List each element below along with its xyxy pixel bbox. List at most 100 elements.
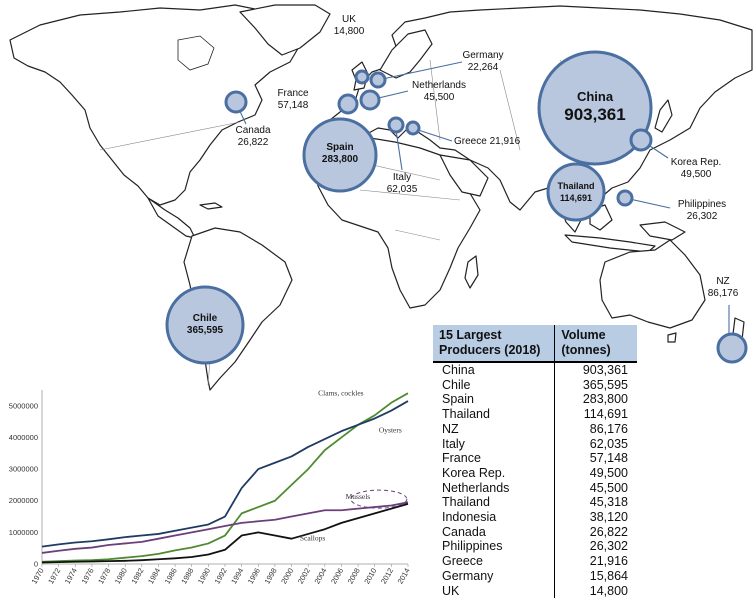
hudson-bay <box>177 35 215 71</box>
label-canada-name: Canada <box>235 125 271 136</box>
mussels-highlight-ellipse <box>350 489 408 509</box>
table-cell-country: Italy <box>442 436 465 451</box>
series-line-mussels <box>41 501 409 554</box>
label-uk-name: UK <box>342 14 356 25</box>
y-tick-label: 0 <box>34 560 38 569</box>
arabian-peninsula <box>439 154 489 197</box>
table-row: Germany 15,864 <box>433 568 637 584</box>
leader-germany <box>377 61 463 81</box>
x-tick-label: 1982 <box>129 567 145 586</box>
label-netherlands-value: 45,500 <box>423 92 455 103</box>
x-tick-label: 1976 <box>80 567 96 586</box>
table-cell-volume: 45,500 <box>554 480 637 496</box>
table-row: Korea Rep. 49,500 <box>433 465 637 481</box>
label-spain-value: 283,800 <box>321 154 359 165</box>
table-cell-country: Indonesia <box>442 510 497 525</box>
label-philippines-value: 26,302 <box>686 211 718 222</box>
label-korea-value: 49,500 <box>680 169 712 180</box>
column-header-producers: 15 Largest Producers (2018) <box>433 325 555 363</box>
table-cell-volume: 365,595 <box>554 377 637 393</box>
x-tick-label: 1978 <box>96 567 112 586</box>
label-chile: Chile 365,595 <box>170 313 240 337</box>
table-cell-country: NZ <box>442 421 459 436</box>
table-row: Thailand 45,318 <box>433 495 637 511</box>
table-cell-volume: 26,822 <box>554 524 637 540</box>
table-body: China 903,361 Chile 365,595 Spain 283,800 Thai… <box>433 362 637 599</box>
x-tick-label: 1970 <box>30 567 46 586</box>
table-cell-country: Philippines <box>442 539 503 554</box>
label-netherlands: Netherlands 45,500 <box>404 80 474 104</box>
table-cell-country: Korea Rep. <box>442 465 506 480</box>
table-cell-volume: 49,500 <box>554 465 637 481</box>
table-row: Netherlands 45,500 <box>433 480 637 496</box>
label-italy-value: 62,035 <box>386 184 418 195</box>
caribbean-islands <box>199 202 223 210</box>
table-row: Thailand 114,691 <box>433 407 637 422</box>
table-header-row: 15 Largest Producers (2018) Volume (tonn… <box>433 325 637 363</box>
table-row: Italy 62,035 <box>433 436 637 452</box>
series-line-clams-cockles <box>41 392 409 563</box>
bubble-nz <box>716 332 748 364</box>
label-nz: NZ 86,176 <box>700 276 746 300</box>
table-cell-country: Germany <box>442 568 494 583</box>
bubble-china <box>537 50 653 166</box>
indonesia-islands <box>564 234 656 253</box>
series-label-clams-cockles: Clams, cockles <box>318 389 363 398</box>
x-tick-label: 1992 <box>213 567 229 586</box>
label-nz-value: 86,176 <box>707 288 739 299</box>
bubble-italy <box>387 116 405 134</box>
table-cell-country: Thailand <box>442 407 490 422</box>
label-china-value: 903,361 <box>564 105 626 124</box>
table-cell-volume: 45,318 <box>554 495 637 511</box>
table-row: France 57,148 <box>433 451 637 466</box>
x-tick-label: 1996 <box>246 567 262 586</box>
bubble-canada <box>224 90 248 114</box>
table-cell-country: Netherlands <box>442 480 510 495</box>
label-canada-value: 26,822 <box>237 137 269 148</box>
bubble-netherlands <box>359 89 381 111</box>
x-tick-label: 1990 <box>196 567 212 586</box>
table-row: Chile 365,595 <box>433 377 637 393</box>
table-row: NZ 86,176 <box>433 421 637 437</box>
table-row: Greece 21,916 <box>433 554 637 569</box>
table-row: Philippines 26,302 <box>433 539 637 555</box>
x-tick-label: 1980 <box>113 567 129 586</box>
x-tick-label: 2014 <box>396 567 412 586</box>
label-greece-value: 21,916 <box>489 136 521 147</box>
leader-italy <box>395 129 403 171</box>
label-spain-name: Spain <box>326 142 354 153</box>
label-philippines: Philippines 26,302 <box>672 199 732 223</box>
x-tick-label: 2002 <box>296 567 312 586</box>
label-chile-value: 365,595 <box>186 325 224 336</box>
tasmania <box>667 332 677 343</box>
australia-landmass <box>599 239 706 329</box>
x-tick-label: 1988 <box>179 567 195 586</box>
series-label-oysters: Oysters <box>379 425 402 434</box>
y-tick-label: 2000000 <box>9 496 38 505</box>
x-tick-label: 1974 <box>63 567 79 586</box>
bubble-chile <box>165 285 245 365</box>
north-america-landmass <box>9 4 301 206</box>
x-tick-label: 2012 <box>379 567 395 586</box>
label-korea-name: Korea Rep. <box>670 157 722 168</box>
series-label-mussels: Mussels <box>346 492 371 501</box>
x-tick-label: 2004 <box>312 567 328 586</box>
label-korea: Korea Rep. 49,500 <box>666 157 726 181</box>
table-cell-volume: 62,035 <box>554 436 637 452</box>
label-thailand: Thailand 114,691 <box>546 180 606 204</box>
label-philippines-name: Philippines <box>677 199 727 210</box>
table-cell-country: Chile <box>442 377 471 392</box>
label-thailand-value: 114,691 <box>559 193 593 203</box>
madagascar <box>464 255 479 289</box>
table-cell-country: UK <box>442 583 460 598</box>
label-greece-name: Greece <box>454 136 487 147</box>
y-tick-label: 4000000 <box>9 433 38 442</box>
table-cell-volume: 38,120 <box>554 510 637 525</box>
x-tick-label: 2006 <box>329 567 345 586</box>
label-netherlands-name: Netherlands <box>412 80 466 91</box>
x-tick-label: 2010 <box>362 567 378 586</box>
bubble-thailand <box>546 162 606 222</box>
label-germany-value: 22,264 <box>467 62 499 73</box>
bubble-korea <box>629 128 653 152</box>
bubble-greece <box>405 120 421 136</box>
